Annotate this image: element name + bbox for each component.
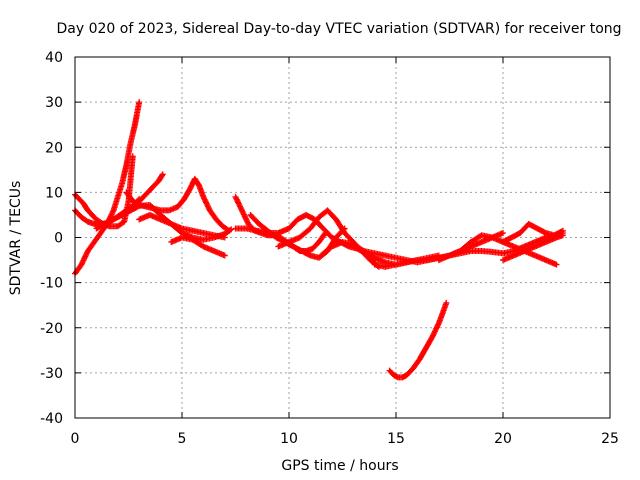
data-point (228, 226, 235, 233)
x-tick-label: 25 (601, 431, 619, 447)
x-tick-label: 10 (280, 431, 298, 447)
series-arc-18 (500, 232, 566, 264)
y-tick-label: -10 (40, 276, 63, 292)
series-arc-7 (136, 211, 228, 241)
data-point (226, 227, 233, 234)
y-tick-label: 20 (45, 140, 63, 156)
y-tick-label: -20 (40, 321, 63, 337)
data-point (221, 234, 228, 241)
y-tick-label: -30 (40, 366, 63, 382)
data-point (159, 171, 166, 178)
data-point (553, 261, 560, 268)
data-point (559, 232, 566, 239)
data-point (500, 229, 506, 236)
y-tick-label: 30 (45, 95, 63, 111)
grid-lines (75, 57, 610, 418)
x-tick-label: 0 (71, 431, 80, 447)
y-tick-label: 0 (54, 231, 63, 247)
data-point (129, 153, 136, 160)
data-point (221, 252, 228, 259)
series-arc-19 (386, 299, 450, 381)
data-point (159, 172, 166, 179)
y-axis-label: SDTVAR / TECUs (8, 181, 24, 296)
x-tick-label: 20 (494, 431, 512, 447)
x-tick-label: 15 (387, 431, 405, 447)
series-arc-8 (168, 234, 228, 259)
data-point (136, 99, 143, 106)
data-point (443, 299, 450, 306)
series-arc-12 (275, 207, 382, 270)
data-points (72, 99, 566, 381)
series-arc-4 (93, 171, 166, 232)
x-axis-label: GPS time / hours (281, 458, 398, 474)
y-tick-label: 40 (45, 50, 63, 66)
plot-frame (74, 56, 611, 419)
series-arc-17 (500, 220, 566, 246)
y-tick-label: 10 (45, 185, 63, 201)
chart-title: Day 020 of 2023, Sidereal Day-to-day VTE… (56, 21, 621, 37)
x-tick-label: 5 (178, 431, 187, 447)
y-tick-label: -40 (40, 411, 63, 427)
